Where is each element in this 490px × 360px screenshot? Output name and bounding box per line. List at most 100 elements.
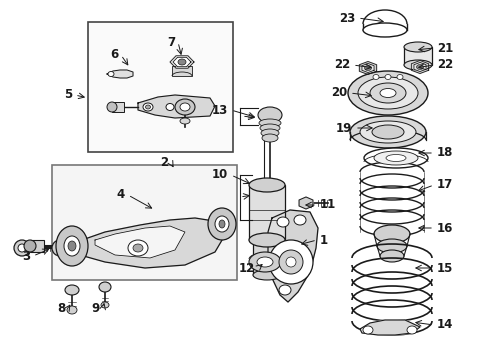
Text: 15: 15 xyxy=(437,261,453,274)
Text: 8: 8 xyxy=(57,302,65,315)
Ellipse shape xyxy=(18,244,26,252)
Text: 17: 17 xyxy=(437,179,453,192)
Ellipse shape xyxy=(107,102,117,112)
Ellipse shape xyxy=(350,116,426,148)
Ellipse shape xyxy=(108,72,114,77)
Ellipse shape xyxy=(279,285,291,295)
Ellipse shape xyxy=(257,257,273,267)
Ellipse shape xyxy=(259,119,281,127)
Ellipse shape xyxy=(258,107,282,123)
Ellipse shape xyxy=(180,118,190,124)
Polygon shape xyxy=(268,210,318,302)
Polygon shape xyxy=(173,57,191,67)
Ellipse shape xyxy=(143,103,153,111)
Text: 23: 23 xyxy=(339,12,355,24)
Polygon shape xyxy=(95,226,185,258)
Ellipse shape xyxy=(146,105,150,109)
Polygon shape xyxy=(68,218,225,268)
Ellipse shape xyxy=(64,236,80,256)
Text: 10: 10 xyxy=(212,168,228,181)
Text: 20: 20 xyxy=(331,86,347,99)
Ellipse shape xyxy=(407,326,417,334)
Ellipse shape xyxy=(397,75,403,80)
Ellipse shape xyxy=(277,217,289,227)
Ellipse shape xyxy=(260,124,280,132)
Ellipse shape xyxy=(360,121,416,143)
Text: 22: 22 xyxy=(334,58,350,72)
Text: 2: 2 xyxy=(160,157,168,170)
Text: 11: 11 xyxy=(320,198,336,211)
Text: 22: 22 xyxy=(437,58,453,72)
Ellipse shape xyxy=(374,151,418,165)
Ellipse shape xyxy=(178,59,186,65)
Ellipse shape xyxy=(175,99,195,115)
Polygon shape xyxy=(138,95,215,118)
Polygon shape xyxy=(170,56,194,68)
Ellipse shape xyxy=(404,60,432,70)
Ellipse shape xyxy=(14,240,30,256)
Polygon shape xyxy=(359,62,377,75)
Ellipse shape xyxy=(385,75,391,80)
Text: 19: 19 xyxy=(336,122,352,135)
Text: 3: 3 xyxy=(22,249,30,262)
Ellipse shape xyxy=(99,282,111,292)
Ellipse shape xyxy=(180,103,190,111)
Ellipse shape xyxy=(133,244,143,252)
Text: 18: 18 xyxy=(437,147,453,159)
Ellipse shape xyxy=(67,306,77,314)
Ellipse shape xyxy=(65,285,79,295)
Ellipse shape xyxy=(128,240,148,256)
Bar xyxy=(112,102,124,112)
Ellipse shape xyxy=(253,270,281,280)
Ellipse shape xyxy=(380,89,396,98)
Ellipse shape xyxy=(249,233,285,247)
Ellipse shape xyxy=(294,215,306,225)
Ellipse shape xyxy=(261,129,279,137)
Polygon shape xyxy=(362,63,374,73)
Bar xyxy=(253,240,281,275)
Ellipse shape xyxy=(358,77,418,109)
Ellipse shape xyxy=(249,178,285,192)
Polygon shape xyxy=(411,60,429,73)
Text: 1: 1 xyxy=(320,234,328,247)
Ellipse shape xyxy=(286,257,296,267)
Ellipse shape xyxy=(373,75,379,80)
Ellipse shape xyxy=(377,239,407,253)
Text: 5: 5 xyxy=(64,89,72,102)
Ellipse shape xyxy=(208,208,236,240)
Text: 9: 9 xyxy=(92,302,100,315)
Text: 14: 14 xyxy=(437,319,453,332)
Ellipse shape xyxy=(24,240,36,252)
Bar xyxy=(30,240,44,252)
Bar xyxy=(249,185,285,240)
Ellipse shape xyxy=(215,216,229,232)
Ellipse shape xyxy=(279,250,303,274)
Text: 21: 21 xyxy=(437,41,453,54)
Text: 12: 12 xyxy=(239,261,255,274)
Ellipse shape xyxy=(249,252,281,272)
Text: 16: 16 xyxy=(437,221,453,234)
Bar xyxy=(172,66,192,76)
Ellipse shape xyxy=(404,42,432,52)
Text: 6: 6 xyxy=(110,49,118,62)
Ellipse shape xyxy=(364,148,428,168)
Ellipse shape xyxy=(363,23,407,37)
Ellipse shape xyxy=(166,104,174,111)
Ellipse shape xyxy=(262,134,278,142)
Ellipse shape xyxy=(370,83,406,103)
Bar xyxy=(88,22,233,152)
Ellipse shape xyxy=(363,326,373,334)
Polygon shape xyxy=(360,320,420,335)
Text: 4: 4 xyxy=(117,189,125,202)
Ellipse shape xyxy=(386,154,406,162)
Ellipse shape xyxy=(348,71,428,115)
Ellipse shape xyxy=(101,302,109,308)
Ellipse shape xyxy=(416,64,423,69)
Ellipse shape xyxy=(380,250,404,262)
Ellipse shape xyxy=(365,66,371,71)
Bar xyxy=(52,165,237,280)
Ellipse shape xyxy=(56,226,88,266)
Bar xyxy=(404,47,432,65)
Text: 13: 13 xyxy=(212,104,228,117)
Ellipse shape xyxy=(374,225,410,243)
